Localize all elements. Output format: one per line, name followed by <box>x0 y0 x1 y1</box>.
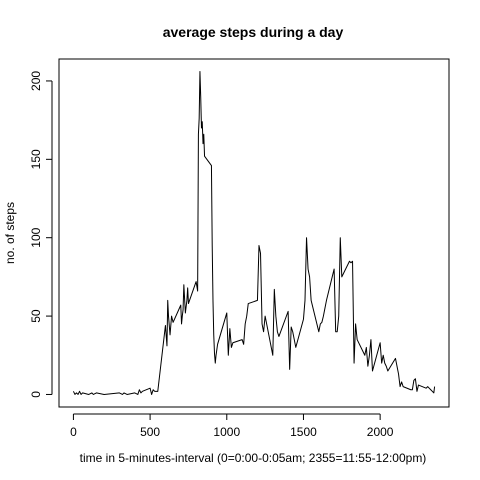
y-tick-label: 100 <box>29 227 43 247</box>
y-tick-label: 150 <box>29 149 43 169</box>
y-axis: 0 50 100 150 200 <box>29 71 53 398</box>
x-tick-label: 1000 <box>213 425 240 439</box>
x-axis: 0 500 1000 1500 2000 <box>70 413 394 439</box>
x-axis-label: time in 5-minutes-interval (0=0:00-0:05a… <box>80 451 427 465</box>
series-line-average-steps <box>72 71 436 395</box>
plot-frame <box>58 58 450 408</box>
y-tick-label: 50 <box>29 309 43 323</box>
x-tick-label: 500 <box>140 425 160 439</box>
chart-title: average steps during a day <box>163 24 344 40</box>
y-tick-label: 200 <box>29 71 43 91</box>
x-tick-label: 2000 <box>367 425 394 439</box>
x-tick-label: 0 <box>70 425 77 439</box>
y-tick-label: 0 <box>29 391 43 398</box>
y-axis-label: no. of steps <box>3 202 17 264</box>
x-tick-label: 1500 <box>290 425 317 439</box>
